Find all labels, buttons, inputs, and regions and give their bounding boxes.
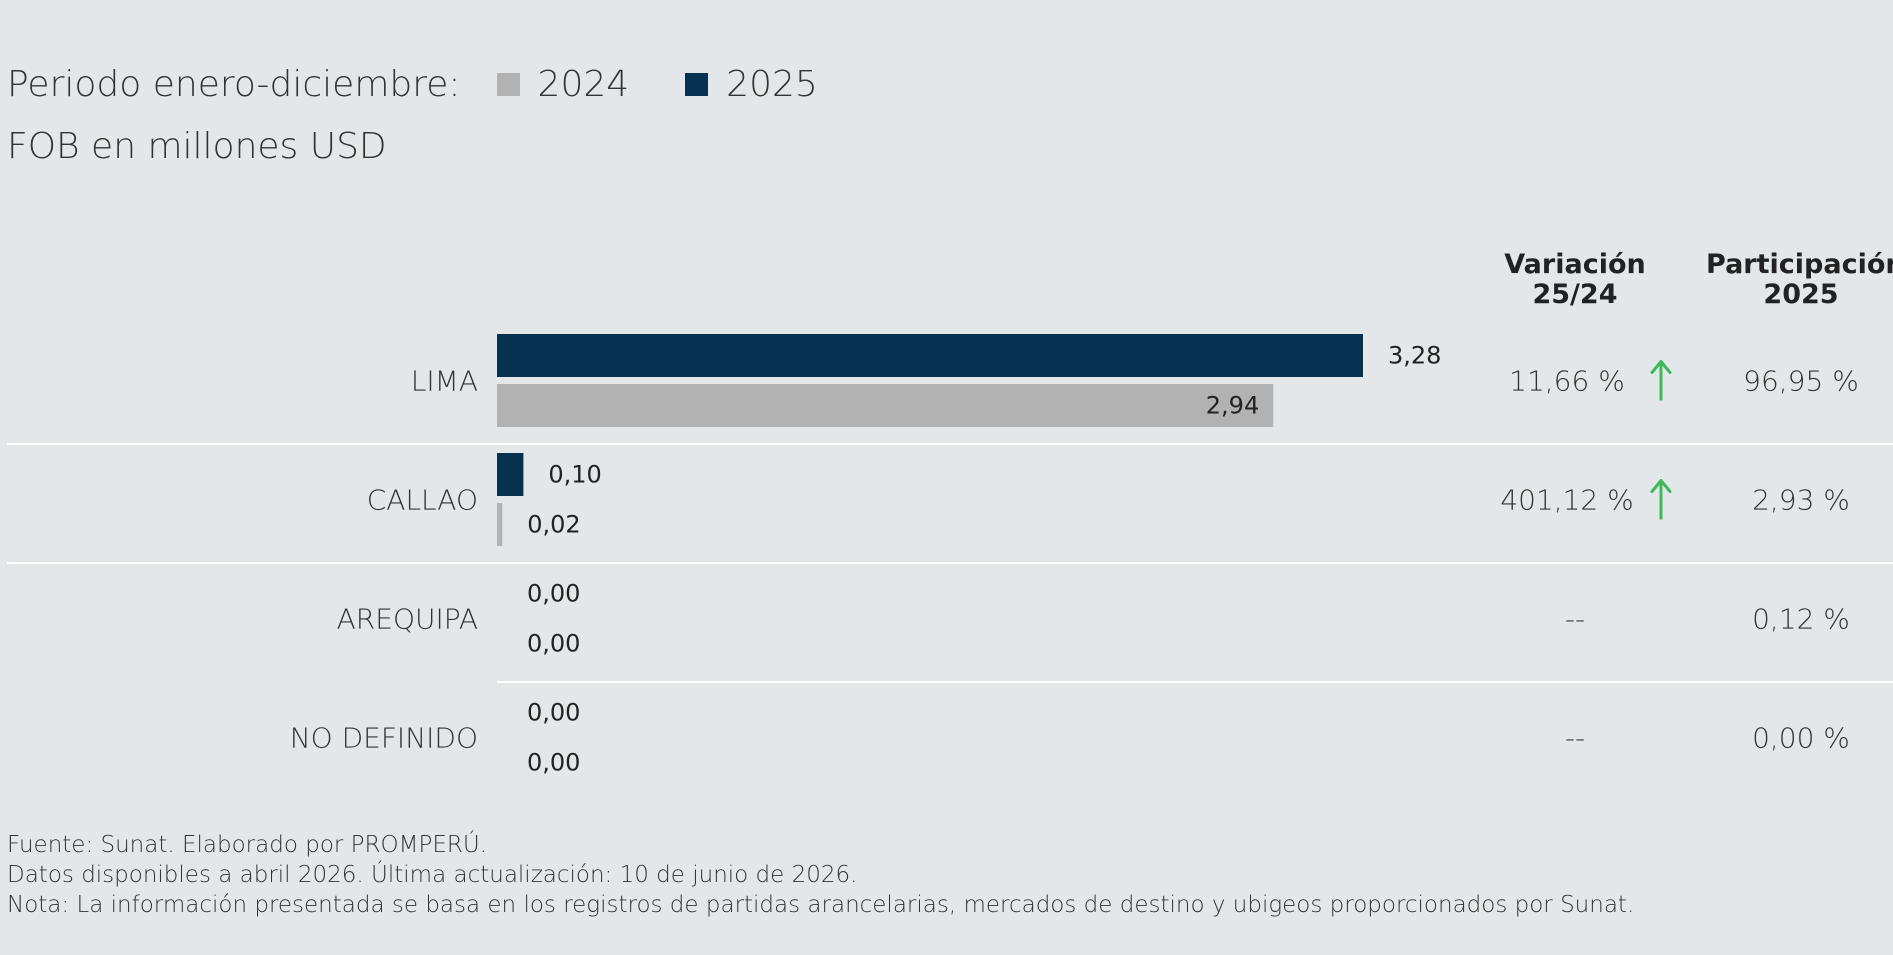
legend-item-2024: 2024 — [496, 63, 630, 105]
data-label-2025-no-definido: 0,00 — [527, 699, 580, 727]
legend-swatch-2025 — [685, 72, 709, 96]
variation-value-lima: 11,66 % — [1509, 365, 1625, 398]
category-label-no-definido: NO DEFINIDO — [290, 722, 478, 755]
bar-2024-callao — [497, 503, 503, 546]
legend: Periodo enero-diciembre: 2024 2025 — [7, 62, 818, 106]
chart-subtitle: FOB en millones USD — [7, 126, 387, 167]
footer: Fuente: Sunat. Elaborado por PROMPERÚ. D… — [7, 830, 1634, 920]
footer-note: Nota: La información presentada se basa … — [7, 892, 1635, 918]
bar-2024-lima — [497, 384, 1274, 427]
share-value-lima: 96,95 % — [1743, 365, 1859, 398]
data-label-2024-callao: 0,02 — [527, 511, 580, 539]
footer-date: Datos disponibles a abril 2026. Última a… — [7, 862, 858, 888]
data-label-2024-lima: 2,94 — [1206, 392, 1259, 420]
trend-up-arrow-icon-callao — [1650, 479, 1672, 493]
bar-chart: LIMA 3,28 2,94 11,66 % 96,95 % CALLAO 0,10 0,02… — [7, 334, 1893, 777]
variation-value-callao: 401,12 % — [1500, 484, 1633, 517]
variation-header-line1: Variación — [1504, 249, 1646, 280]
variation-value-arequipa: -- — [1565, 603, 1585, 636]
legend-label: Periodo enero-diciembre: — [7, 63, 461, 105]
legend-item-2025: 2025 — [685, 64, 818, 105]
legend-swatch-2024 — [496, 72, 520, 96]
variation-header-line2: 25/24 — [1532, 279, 1618, 310]
share-column-header: Participación 2025 — [1706, 250, 1893, 310]
legend-text-2024: 2024 — [537, 63, 630, 105]
share-value-arequipa: 0,12 % — [1752, 603, 1850, 636]
category-label-lima: LIMA — [411, 365, 478, 398]
data-label-2024-arequipa: 0,00 — [527, 630, 580, 658]
data-label-2024-no-definido: 0,00 — [527, 749, 580, 777]
category-label-callao: CALLAO — [367, 484, 478, 517]
data-label-2025-arequipa: 0,00 — [527, 580, 580, 608]
variation-column-header: Variación 25/24 — [1500, 250, 1650, 310]
legend-text-2025: 2025 — [726, 63, 818, 105]
share-value-no-definido: 0,00 % — [1752, 722, 1850, 755]
footer-source: Fuente: Sunat. Elaborado por PROMPERÚ. — [7, 832, 487, 858]
data-label-2025-lima: 3,28 — [1388, 342, 1441, 370]
share-header-line2: 2025 — [1763, 279, 1839, 310]
bar-2025-lima — [497, 334, 1363, 377]
category-label-arequipa: AREQUIPA — [337, 603, 478, 636]
variation-value-no-definido: -- — [1565, 722, 1585, 755]
share-value-callao: 2,93 % — [1752, 484, 1850, 517]
data-label-2025-callao: 0,10 — [548, 461, 601, 489]
bar-2025-callao — [497, 453, 524, 496]
share-header-line1: Participación — [1706, 249, 1893, 280]
trend-up-arrow-icon-lima — [1650, 360, 1672, 374]
